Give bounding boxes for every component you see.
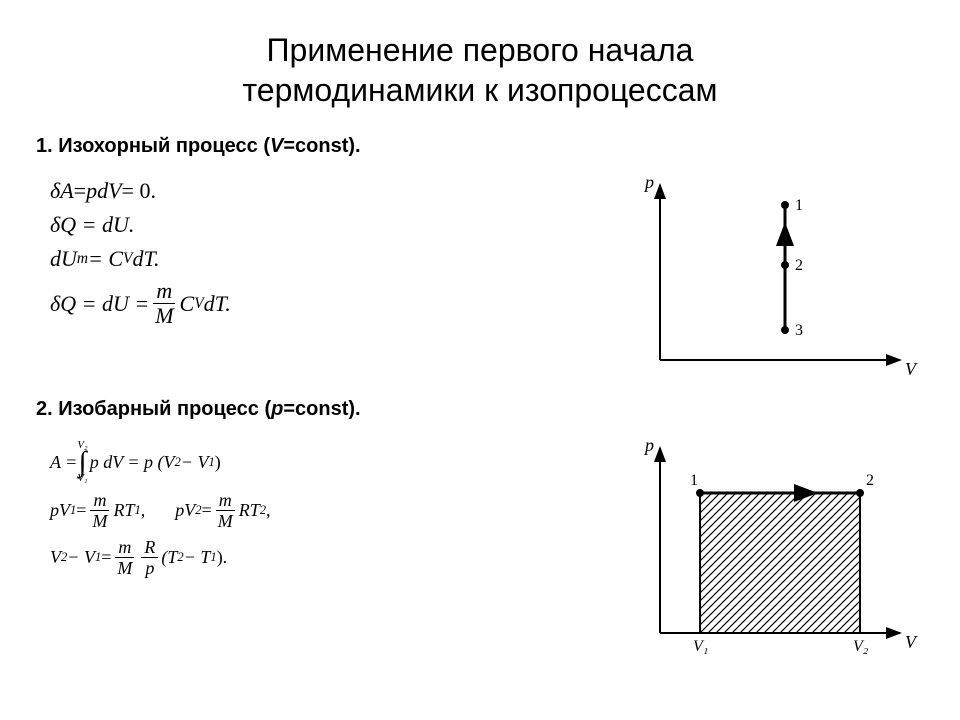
eq-e1-end: ) [215, 452, 221, 473]
diagram1-svg: V p 1 2 3 [620, 170, 920, 390]
eq-d1-csub: V [194, 295, 203, 313]
d2-pt2: 2 [866, 472, 874, 489]
eq-f1-lhs: pV [50, 500, 70, 521]
eq-c1-sub: m [77, 250, 88, 268]
section-1-row: δA = p dV = 0. δQ = dU. dUm = CV dT. δQ … [30, 170, 930, 390]
slide: Применение первого начала термодинамики … [0, 0, 960, 720]
eq-g1-p: p [142, 558, 157, 577]
eq-d1-rhs: dT. [204, 291, 231, 317]
d2-pt1: 1 [690, 472, 698, 489]
title-line-1: Применение первого начала [267, 32, 694, 68]
eq-g1-dash2: − T [184, 547, 211, 568]
eq-a1-dv: dV [97, 178, 121, 204]
eq-deltaA: δA = p dV = 0. [50, 178, 620, 204]
d2-xlabel: V [905, 632, 918, 652]
eq-g1-open: (T [161, 547, 177, 568]
eq-dUm: dUm = CV dT. [50, 246, 620, 272]
section-1-heading: 1. Изохорный процесс (V=const). [36, 135, 930, 158]
frac-Rp: R p [141, 538, 158, 577]
frac-mM-4: m M [114, 538, 135, 577]
eq-c1-mid: = C [88, 246, 123, 272]
eq-c1-csub: V [123, 250, 132, 268]
eq-f2-m: m [216, 491, 235, 511]
section-2-row: A = V₂ ∫ V₁ p dV = p (V2 − V1) pV1 = m M… [30, 433, 930, 673]
eq-d1-mid: C [180, 291, 195, 317]
diagram-isobaric: V p 1 2 V₁ V₂ [620, 433, 930, 673]
diagram-isochoric: V p 1 2 3 [620, 170, 930, 390]
eq-g1-R: R [141, 538, 158, 558]
eq-pv-pair: pV1 = m M RT1, pV2 = m M RT2, [50, 491, 620, 530]
eq-f2-rhs: RT [239, 500, 260, 521]
eq-c1-rhs: dT. [132, 246, 159, 272]
eq-e1-lo: V₁ [77, 474, 87, 484]
eq-a1-lhs: δA [50, 178, 74, 204]
eq-f1-c: , [141, 500, 146, 521]
frac-mM-1: m M [152, 280, 176, 327]
sec2-name: Изобарный процесс ( [58, 398, 271, 420]
eq-f2-c: , [266, 500, 271, 521]
eq-v2v1: V2 − V1 = m M R p (T2 − T1). [50, 538, 620, 577]
eq-e1-dash: − V [181, 452, 209, 473]
section-1-formulas: δA = p dV = 0. δQ = dU. dUm = CV dT. δQ … [30, 170, 620, 335]
eq-deltaQ-dU: δQ = dU. [50, 212, 620, 238]
section-2-formulas: A = V₂ ∫ V₁ p dV = p (V2 − V1) pV1 = m M… [30, 433, 620, 585]
eq-d1-lhs: δQ = dU = [50, 291, 149, 317]
d2-v2: V₂ [853, 638, 869, 655]
d2-ylabel: p [643, 435, 654, 455]
eq-f1-m: m [90, 491, 109, 511]
eq-b1: δQ = dU. [50, 212, 134, 238]
d1-pt3: 3 [795, 322, 803, 339]
sec1-var: V [270, 135, 283, 157]
eq-f2-M: M [215, 511, 236, 530]
eq-g1-end: ). [217, 547, 228, 568]
sec2-num: 2. [36, 398, 58, 420]
d1-ylabel: p [643, 172, 654, 192]
eq-e1-lhs: A = [50, 452, 77, 473]
eq-a1-mid: = [74, 178, 86, 204]
sec2-var: p [271, 398, 283, 420]
eq-deltaQ-full: δQ = dU = m M CV dT. [50, 280, 620, 327]
sec1-num: 1. [36, 135, 58, 157]
eq-g1-mid: = [101, 547, 111, 568]
d1-pt2: 2 [795, 257, 803, 274]
eq-f2-mid: = [202, 500, 212, 521]
eq-a1-p: p [86, 178, 97, 204]
eq-c1-lhs: dU [50, 246, 77, 272]
eq-a1-rhs: = 0. [122, 178, 156, 204]
eq-d1-M: M [152, 304, 176, 327]
eq-d1-m: m [153, 280, 175, 304]
eq-g1-M: M [114, 558, 135, 577]
sec1-tail: =const). [283, 135, 360, 157]
section-2-heading: 2. Изобарный процесс (p=const). [36, 398, 930, 421]
eq-f1-rhs: RT [113, 500, 134, 521]
eq-g1-lhs: V [50, 547, 61, 568]
eq-e1-int: ∫ [79, 451, 87, 474]
sec1-name: Изохорный процесс ( [58, 135, 270, 157]
eq-e1-mid: p dV = p (V [90, 452, 175, 473]
eq-g1-m: m [115, 538, 134, 558]
eq-f1-M: M [89, 511, 110, 530]
frac-mM-2: m M [89, 491, 110, 530]
eq-f1-mid: = [76, 500, 86, 521]
eq-f2-lhs: pV [175, 500, 195, 521]
title-line-2: термодинамики к изопроцессам [243, 72, 718, 108]
sec2-tail: =const). [283, 398, 360, 420]
d1-pt1: 1 [795, 197, 803, 214]
diagram2-svg: V p 1 2 V₁ V₂ [620, 433, 920, 673]
d2-v1: V₁ [693, 638, 708, 655]
eq-g1-dash: − V [67, 547, 95, 568]
frac-mM-3: m M [215, 491, 236, 530]
page-title: Применение первого начала термодинамики … [70, 30, 890, 110]
eq-work-integral: A = V₂ ∫ V₁ p dV = p (V2 − V1) [50, 441, 620, 483]
integral: V₂ ∫ V₁ [77, 441, 87, 483]
d1-xlabel: V [905, 359, 918, 379]
